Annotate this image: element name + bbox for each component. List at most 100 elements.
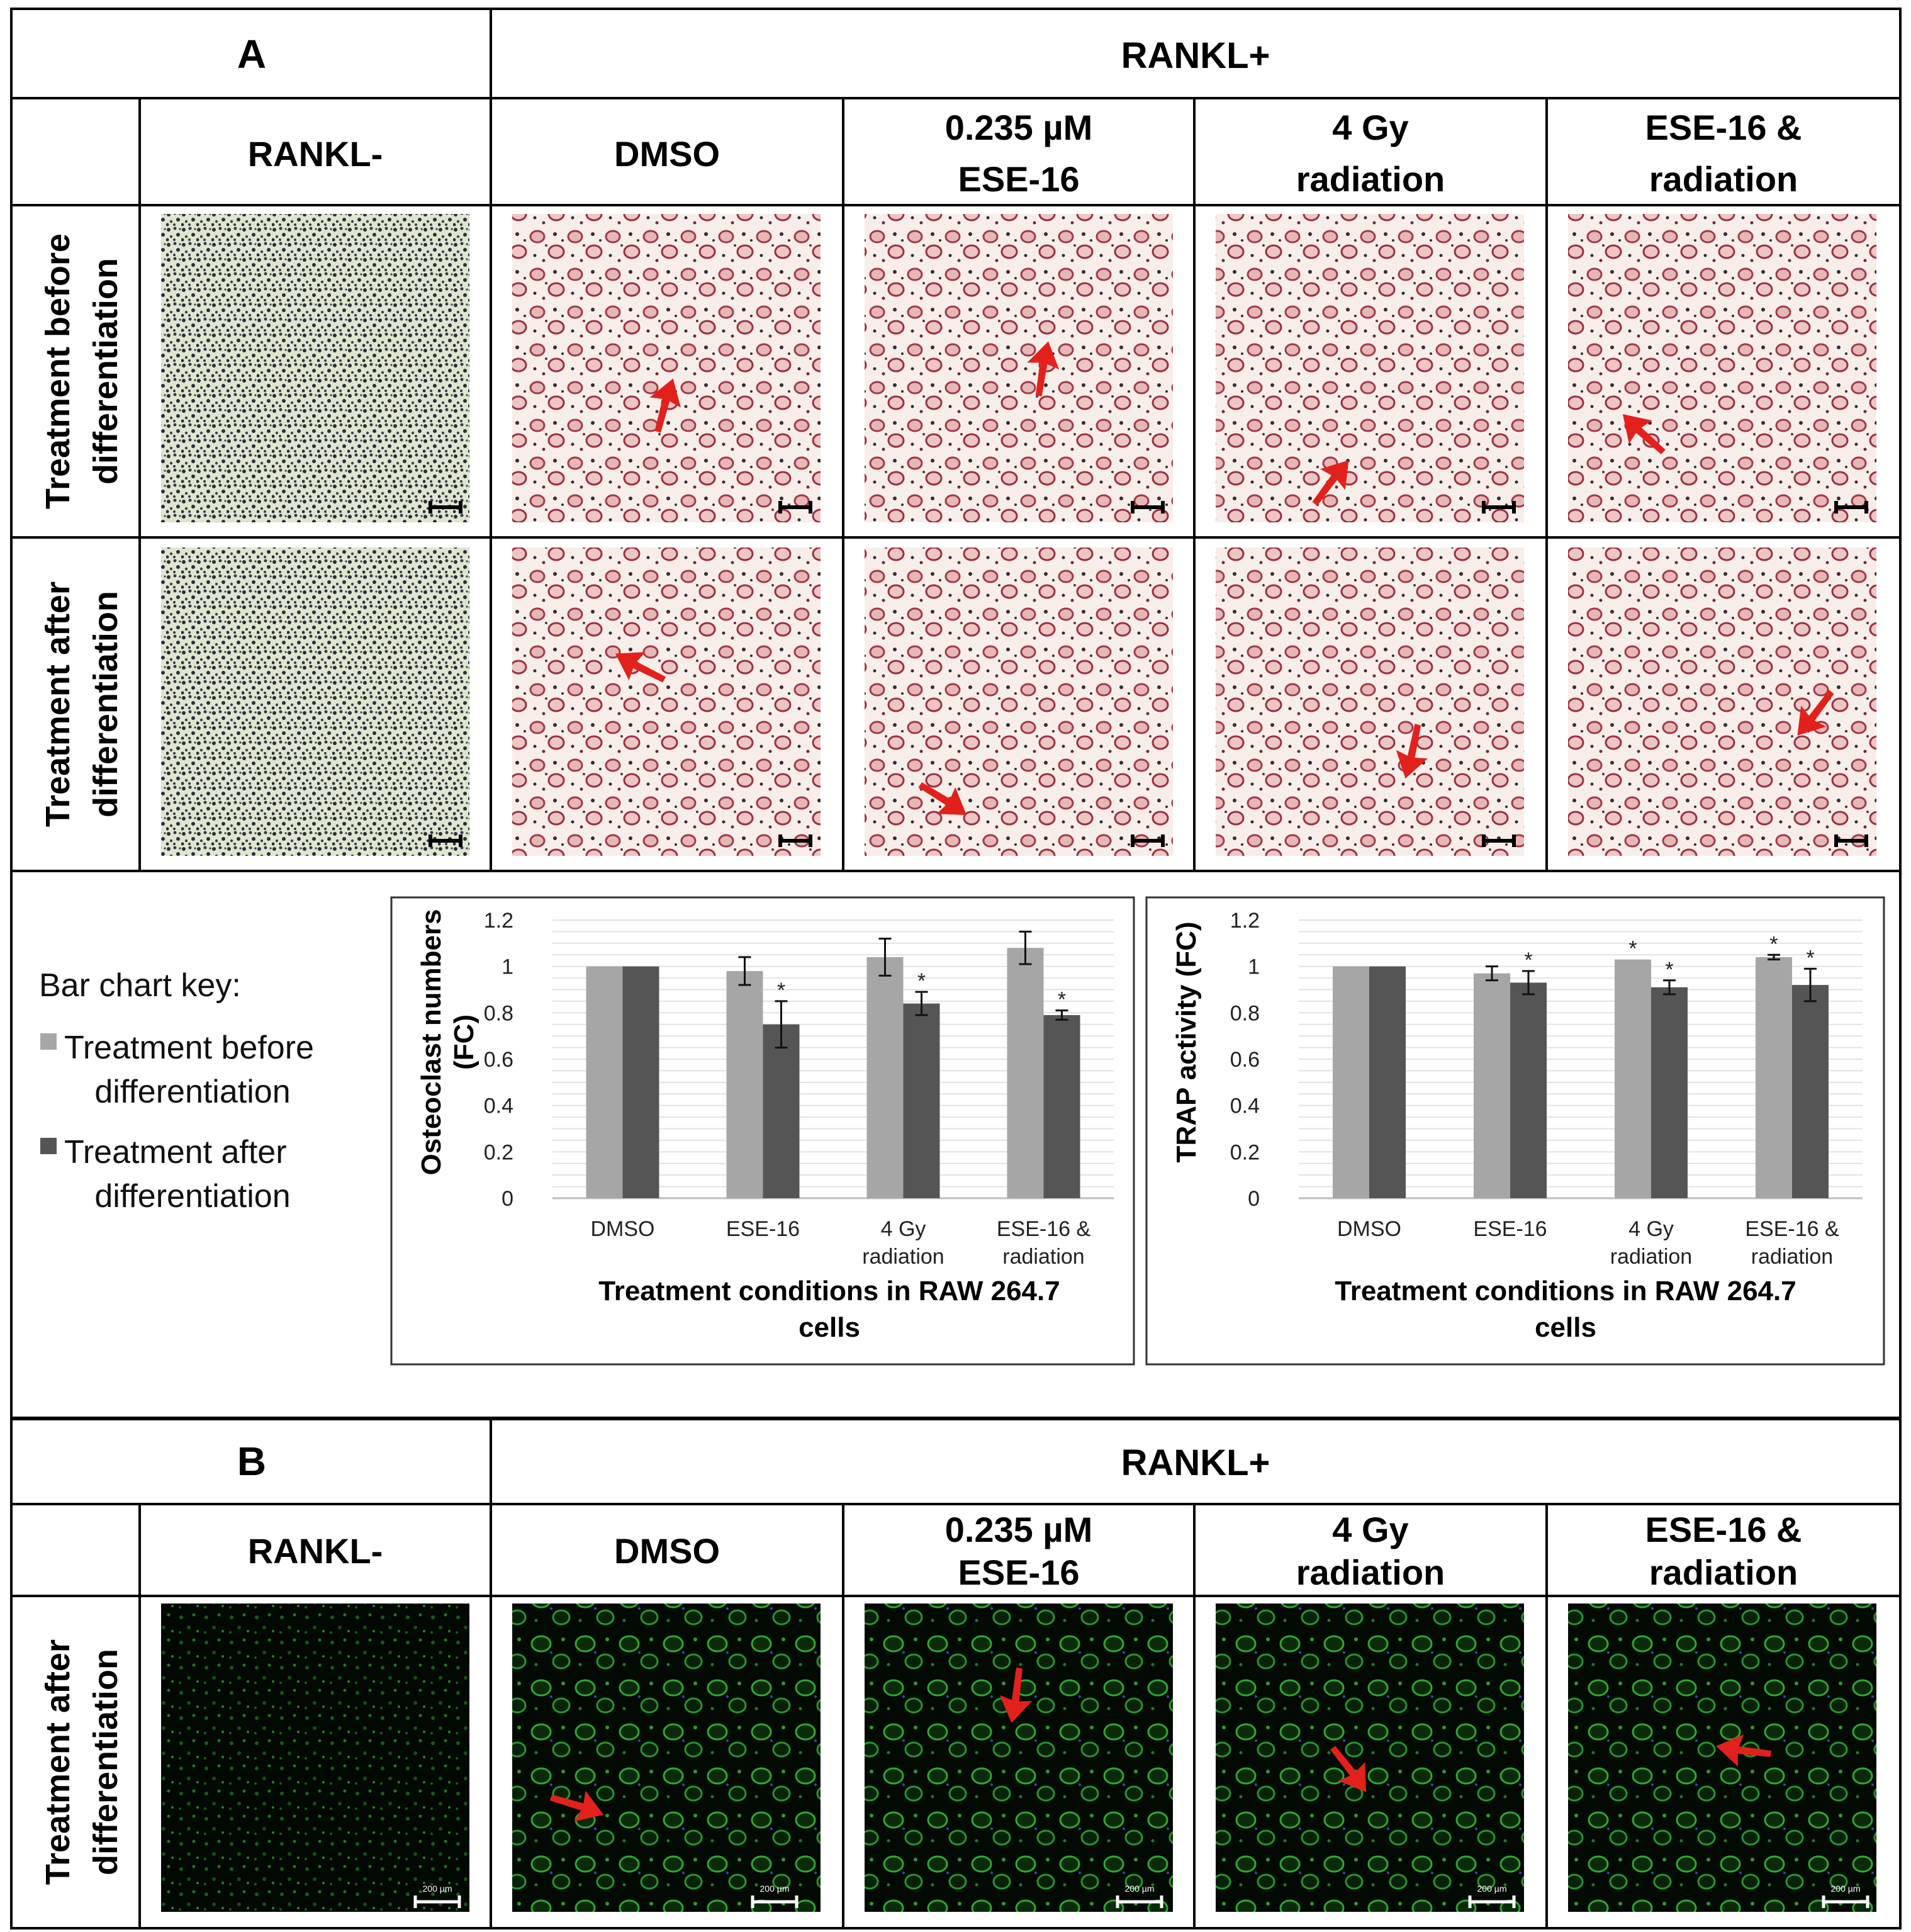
- x-axis-label-line2: cells: [1535, 1312, 1596, 1343]
- x-tick-label: DMSO: [591, 1217, 655, 1241]
- y-tick-label: 0.4: [1230, 1094, 1260, 1118]
- column-header-radiation-line2: radiation: [1296, 159, 1445, 199]
- y-axis-label-line2: (FC): [449, 1014, 479, 1070]
- panel-a-scale-bars: [429, 501, 1868, 847]
- y-tick-label: 1.2: [1230, 909, 1260, 933]
- fluorescence-dmso: [512, 1603, 821, 1912]
- bar-before: [866, 957, 904, 1198]
- bar-after: [1043, 1015, 1080, 1198]
- legend-swatch-after: [40, 1138, 57, 1154]
- significance-marker: *: [1665, 958, 1673, 982]
- arrow-icon: [1312, 460, 1349, 506]
- micrograph-rankl-minus-before: [161, 214, 469, 522]
- panel-a-label: A: [237, 31, 266, 77]
- y-tick-label: 0: [1248, 1187, 1260, 1211]
- significance-marker: *: [1769, 932, 1778, 956]
- chart-bars: * * *: [586, 930, 1080, 1198]
- column-header-combo-line1: ESE-16 &: [1645, 1510, 1802, 1549]
- arrow-icon: [918, 782, 967, 816]
- x-tick-label: radiation: [862, 1245, 944, 1269]
- osteoclast-numbers-chart: 0 0.2 0.4 0.6 0.8 1 1.2 * * * DMSO ESE-16 4 Gy radi…: [390, 896, 1135, 1366]
- chart-frame: [390, 896, 1135, 1366]
- panel-a-group-header: RANKL+: [1121, 35, 1270, 76]
- panel-a-micrographs: [161, 214, 1876, 856]
- column-header-dmso: DMSO: [614, 1531, 720, 1571]
- svg-text:differentiation: differentiation: [87, 1649, 125, 1875]
- bar-chart-key: Bar chart key: Treatment before differen…: [39, 967, 314, 1215]
- arrow-icon: [1027, 341, 1060, 397]
- micrograph-ese16-before: [865, 214, 1173, 522]
- fluorescence-radiation: [1216, 1603, 1524, 1912]
- y-tick-label: 0.8: [484, 1001, 513, 1025]
- panel-b-label: B: [237, 1439, 266, 1484]
- x-tick-label: 4 Gy: [881, 1217, 926, 1241]
- chart-frame: [1145, 896, 1885, 1366]
- panel-b-arrows: [549, 1667, 1772, 1822]
- bar-before: [726, 971, 763, 1198]
- bar-before: [1474, 973, 1510, 1198]
- significance-marker: *: [1524, 948, 1532, 972]
- x-tick-label: 4 Gy: [1628, 1217, 1674, 1241]
- column-header-ese16-line2: ESE-16: [958, 159, 1080, 199]
- y-axis-label: TRAP activity (FC): [1171, 921, 1202, 1162]
- panel-b-grid: [10, 1417, 1902, 1929]
- column-header-combo-line1: ESE-16 &: [1645, 108, 1802, 147]
- y-tick-label: 1: [502, 955, 513, 979]
- svg-text:Treatment after: Treatment after: [39, 1639, 77, 1885]
- x-axis-label-line1: Treatment conditions in RAW 264.7: [1335, 1276, 1796, 1306]
- bar-before: [1756, 957, 1792, 1198]
- x-tick-label: ESE-16: [726, 1217, 800, 1241]
- column-header-combo-line2: radiation: [1649, 159, 1798, 199]
- scale-bar-label: 200 µm: [760, 1884, 790, 1894]
- scale-bar-label: 200 µm: [1125, 1884, 1155, 1894]
- y-tick-labels: 0 0.2 0.4 0.6 0.8 1 1.2: [1230, 909, 1260, 1211]
- x-tick-labels: DMSO ESE-16 4 Gy radiation ESE-16 & radiation: [591, 1217, 1091, 1269]
- bar-after: [1369, 966, 1406, 1198]
- svg-text:differentiation: differentiation: [87, 258, 125, 485]
- column-header-radiation-line1: 4 Gy: [1332, 108, 1408, 147]
- x-tick-labels: DMSO ESE-16 4 Gy radiation ESE-16 & radiation: [1337, 1217, 1839, 1269]
- y-tick-label: 0.2: [1230, 1140, 1260, 1164]
- y-tick-label: 0.6: [484, 1048, 513, 1072]
- x-tick-label: DMSO: [1337, 1217, 1401, 1241]
- bar-before: [1333, 966, 1369, 1198]
- micrograph-dmso-after: [512, 548, 821, 856]
- y-tick-label: 0.4: [484, 1094, 513, 1118]
- x-tick-label: ESE-16 &: [997, 1217, 1091, 1241]
- panel-a-arrows: [615, 341, 1834, 816]
- panel-b-scale-bars: 200 µm 200 µm 200 µm 200 µm 200 µm: [413, 1884, 1869, 1908]
- svg-text:Treatment before: Treatment before: [39, 233, 77, 509]
- significance-marker: *: [1058, 988, 1066, 1012]
- fluorescence-ese16: [865, 1603, 1173, 1912]
- y-tick-label: 1.2: [484, 909, 513, 933]
- y-tick-labels: 0 0.2 0.4 0.6 0.8 1 1.2: [484, 909, 513, 1211]
- svg-text:differentiation: differentiation: [87, 591, 125, 817]
- micrograph-combo-after: [1568, 548, 1876, 856]
- bar-before: [586, 966, 623, 1198]
- panel-b-group-header: RANKL+: [1121, 1442, 1270, 1483]
- arrow-icon: [1396, 724, 1428, 779]
- bar-after: [1651, 987, 1688, 1198]
- significance-marker: *: [1806, 946, 1814, 970]
- svg-text:differentiation: differentiation: [94, 1074, 290, 1110]
- y-axis-label-line1: Osteoclast numbers: [416, 909, 447, 1175]
- x-tick-label: radiation: [1610, 1245, 1692, 1269]
- significance-marker: *: [917, 969, 926, 993]
- legend-title: Bar chart key:: [39, 967, 241, 1004]
- column-header-dmso: DMSO: [614, 134, 720, 174]
- svg-text:Treatment after: Treatment after: [39, 581, 77, 827]
- panel-b-column-headers: RANKL- DMSO 0.235 µM ESE-16 4 Gy radiati…: [248, 1510, 1802, 1592]
- column-header-radiation-line1: 4 Gy: [1332, 1510, 1408, 1549]
- bar-after: [622, 966, 659, 1198]
- y-tick-label: 0.6: [1230, 1048, 1260, 1072]
- x-tick-label: radiation: [1002, 1245, 1084, 1269]
- micrograph-radiation-before: [1216, 214, 1524, 522]
- column-header-ese16-line2: ESE-16: [958, 1553, 1080, 1592]
- arrow-icon: [1797, 690, 1834, 736]
- chart-bars: * * * * *: [1333, 932, 1829, 1198]
- micrograph-radiation-after: [1216, 548, 1524, 856]
- fluorescence-rankl-minus: [161, 1603, 469, 1912]
- column-header-rankl-minus: RANKL-: [248, 134, 383, 174]
- column-header-combo-line2: radiation: [1649, 1553, 1798, 1592]
- micrograph-ese16-after: [865, 548, 1173, 856]
